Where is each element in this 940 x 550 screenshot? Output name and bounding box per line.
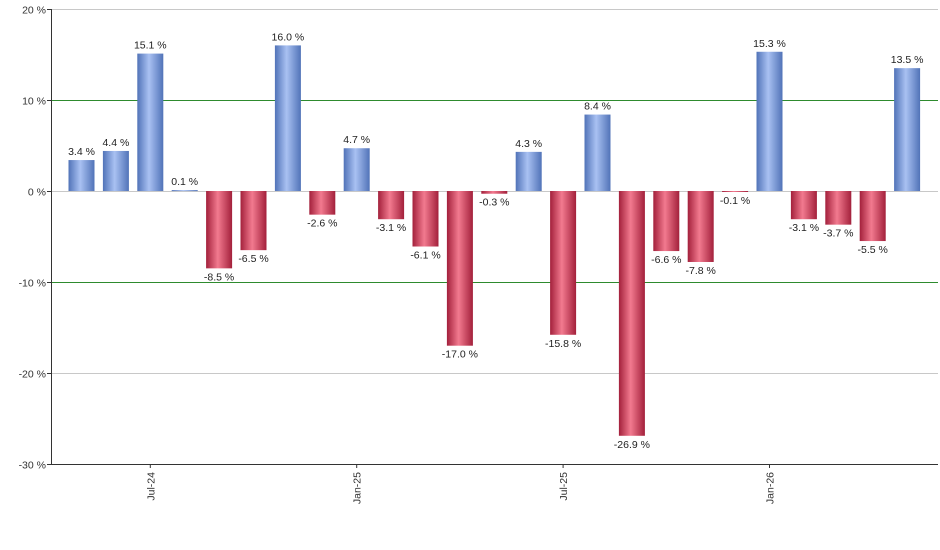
- bar: [240, 191, 267, 251]
- data-label: 8.4 %: [584, 101, 611, 113]
- data-label: -17.0 %: [442, 349, 478, 361]
- x-tick-label: Jan-26: [765, 472, 777, 504]
- y-tick-label: 20 %: [22, 5, 46, 17]
- data-label: -3.1 %: [376, 222, 406, 234]
- x-tick-label: Jul-25: [558, 472, 570, 501]
- bar: [102, 150, 129, 191]
- bar: [790, 191, 817, 220]
- x-tick-label: Jul-24: [145, 472, 157, 501]
- bar: [894, 68, 921, 191]
- y-tick-label: -20 %: [19, 369, 46, 381]
- y-tick-label: 10 %: [22, 96, 46, 108]
- data-label: -0.1 %: [720, 195, 750, 207]
- bar: [584, 114, 611, 191]
- data-label: -6.5 %: [238, 253, 268, 265]
- data-label: 4.7 %: [343, 134, 370, 146]
- data-label: -2.6 %: [307, 218, 337, 230]
- data-label: -5.5 %: [858, 244, 888, 256]
- bar: [309, 191, 336, 215]
- bar: [68, 160, 95, 191]
- bars: [68, 45, 921, 436]
- data-label: -26.9 %: [614, 439, 650, 451]
- labels: 20 % 10 % 0 % -10 % -20 % -30 % 3.4 % 4.4 % 15.1…: [19, 5, 924, 505]
- bar: [515, 151, 542, 191]
- data-label: -3.7 %: [823, 228, 853, 240]
- bar: [825, 191, 852, 225]
- bar: [859, 191, 886, 242]
- grid-lines: [51, 9, 938, 465]
- bar: [343, 148, 370, 191]
- bar: [722, 191, 749, 192]
- bar: [550, 191, 577, 335]
- data-label: -3.1 %: [789, 222, 819, 234]
- bar: [274, 45, 301, 192]
- bar: [446, 191, 473, 346]
- bar: [137, 53, 164, 192]
- data-label: 15.1 %: [134, 40, 167, 52]
- data-label: -6.6 %: [651, 254, 681, 266]
- bar: [618, 191, 645, 436]
- bar: [687, 191, 714, 262]
- bar: [412, 191, 439, 247]
- y-tick-label: -30 %: [19, 460, 46, 472]
- data-label: -0.3 %: [479, 197, 509, 209]
- data-label: 4.3 %: [515, 138, 542, 150]
- data-label: 15.3 %: [753, 38, 786, 50]
- data-label: 0.1 %: [171, 176, 198, 188]
- bar: [653, 191, 680, 252]
- bar: [378, 191, 405, 220]
- data-label: -7.8 %: [686, 265, 716, 277]
- y-tick-label: 0 %: [28, 187, 46, 199]
- bar: [206, 191, 233, 269]
- x-tick-label: Jan-25: [352, 472, 364, 504]
- data-label: 3.4 %: [68, 146, 95, 158]
- bar: [171, 190, 198, 192]
- data-label: -8.5 %: [204, 271, 234, 283]
- data-label: -15.8 %: [545, 338, 581, 350]
- y-tick-label: -10 %: [19, 278, 46, 290]
- data-label: 4.4 %: [102, 137, 129, 149]
- bar: [481, 191, 508, 194]
- bar: [756, 51, 783, 191]
- data-label: 13.5 %: [891, 54, 924, 66]
- data-label: -6.1 %: [410, 250, 440, 262]
- axes: [47, 9, 938, 468]
- data-label: 16.0 %: [272, 31, 305, 43]
